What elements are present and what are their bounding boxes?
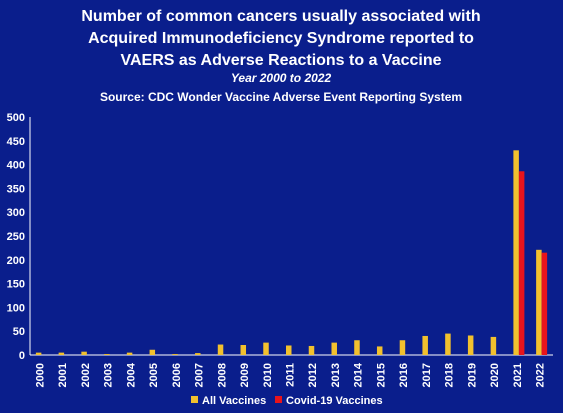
x-tick-label: 2018 [444,363,456,387]
x-tick-label: 2006 [171,363,183,387]
bar-covid-vaccines-2022 [541,252,548,355]
bar-all-vaccines-2016 [399,340,406,355]
bar-all-vaccines-2000 [35,352,42,355]
legend-label: Covid-19 Vaccines [286,395,383,407]
bar-all-vaccines-2001 [58,352,65,355]
bar-all-vaccines-2020 [490,336,497,355]
bar-all-vaccines-2010 [263,342,269,355]
x-tick-label: 2008 [216,363,228,387]
bar-all-vaccines-2005 [149,349,156,355]
x-tick-label: 2012 [307,363,319,387]
x-tick-label: 2021 [512,363,524,387]
y-tick-label: 200 [7,255,25,267]
chart-subtitle: Year 2000 to 2022 [231,71,332,85]
bar-all-vaccines-2015 [376,346,383,355]
bar-all-vaccines-2011 [286,345,292,355]
bar-all-vaccines-2014 [354,340,360,355]
x-axis: 2000 2001 2002 2003 2004 2005 2006 2007 2008 2009… [30,354,553,387]
bars [35,150,548,355]
y-tick-label: 250 [7,231,25,243]
bar-covid-vaccines-2021 [518,171,525,355]
x-tick-label: 2004 [125,362,137,387]
bar-all-vaccines-2003 [104,354,110,355]
x-tick-label: 2022 [535,363,547,387]
x-tick-label: 2003 [103,363,115,387]
x-tick-label: 2013 [330,363,342,387]
bar-all-vaccines-2021 [513,150,519,355]
legend-swatch-covid-vaccines [275,396,282,403]
x-tick-label: 2000 [34,363,46,387]
legend: All Vaccines Covid-19 Vaccines [191,395,383,407]
x-tick-label: 2020 [489,363,501,387]
y-axis: 0 50 100 150 200 250 300 350 400 450 500 [7,112,31,362]
bar-all-vaccines-2022 [536,249,542,355]
bar-all-vaccines-2008 [217,344,224,355]
x-tick-label: 2007 [194,363,206,387]
chart-title-line-3: VAERS as Adverse Reactions to a Vaccine [120,52,441,69]
y-tick-label: 400 [7,160,25,172]
bar-all-vaccines-2006 [172,354,178,355]
chart-title-line-2: Acquired Immunodeficiency Syndrome repor… [88,30,474,47]
y-tick-label: 300 [7,207,25,219]
y-tick-label: 450 [7,136,25,148]
x-tick-label: 2019 [466,363,478,387]
chart-title-line-1: Number of common cancers usually associa… [81,8,480,25]
bar-all-vaccines-2017 [422,335,428,355]
x-tick-label: 2016 [398,363,410,387]
legend-label: All Vaccines [202,395,266,407]
y-tick-label: 0 [19,350,25,362]
x-tick-label: 2001 [57,363,69,387]
bar-all-vaccines-2012 [308,345,315,355]
bar-all-vaccines-2002 [81,351,87,355]
bar-all-vaccines-2007 [195,353,201,355]
bar-all-vaccines-2013 [331,342,337,355]
bar-all-vaccines-2018 [445,333,451,355]
bar-all-vaccines-2004 [126,352,133,355]
bar-all-vaccines-2009 [240,345,247,355]
x-tick-label: 2002 [80,363,92,387]
y-tick-label: 150 [7,279,25,291]
legend-swatch-all-vaccines [191,396,198,403]
y-tick-label: 100 [7,302,25,314]
chart-source: Source: CDC Wonder Vaccine Adverse Event… [100,90,462,104]
y-tick-label: 500 [7,112,25,124]
bar-all-vaccines-2019 [467,335,474,355]
x-tick-label: 2010 [262,363,274,387]
x-tick-label: 2005 [148,363,160,387]
x-tick-label: 2011 [285,363,297,387]
x-tick-label: 2017 [421,363,433,387]
y-tick-label: 50 [13,326,25,338]
y-tick-label: 350 [7,183,25,195]
x-tick-label: 2014 [353,362,365,387]
x-tick-label: 2015 [375,363,387,387]
x-tick-label: 2009 [239,363,251,387]
